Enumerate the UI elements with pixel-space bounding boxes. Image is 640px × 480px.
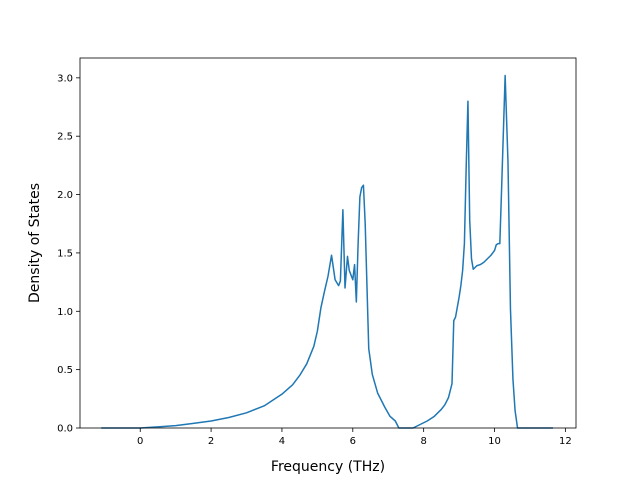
y-tick-label: 3.0: [57, 73, 73, 84]
y-axis: 0.0 0.5 1.0 1.5 2.0 2.5 3.0: [57, 73, 80, 435]
x-tick-label: 10: [488, 436, 501, 447]
y-tick-label: 1.0: [57, 307, 73, 318]
x-tick-label: 4: [279, 436, 285, 447]
x-tick-label: 8: [420, 436, 426, 447]
dos-series-line: [101, 74, 553, 429]
x-tick-label: 0: [137, 436, 143, 447]
y-tick-label: 0.0: [57, 424, 73, 435]
y-tick-label: 2.5: [57, 132, 73, 143]
plot-area: [101, 74, 553, 429]
x-axis-label: Frequency (THz): [271, 459, 385, 475]
x-tick-label: 2: [208, 436, 214, 447]
plot-frame: [79, 57, 577, 429]
y-tick-label: 1.5: [57, 248, 73, 259]
y-axis-label: Density of States: [27, 183, 43, 303]
y-tick-label: 2.0: [57, 190, 73, 201]
x-tick-label: 12: [559, 436, 572, 447]
y-tick-label: 0.5: [57, 365, 73, 376]
x-tick-label: 6: [350, 436, 356, 447]
x-axis: 0 2 4 6 8 10 12: [137, 428, 572, 447]
